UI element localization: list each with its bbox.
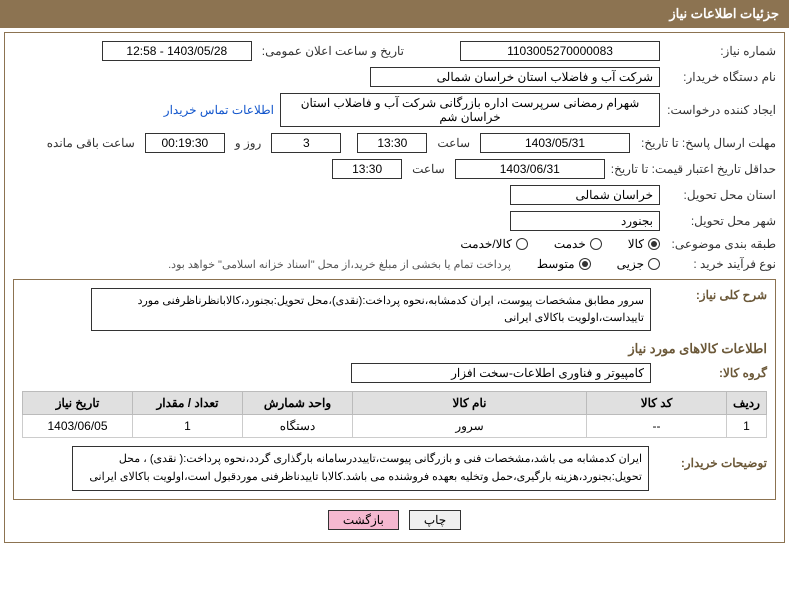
announce-label: تاریخ و ساعت اعلان عمومی: <box>262 44 404 58</box>
main-container: شماره نیاز: 1103005270000083 تاریخ و ساع… <box>4 32 785 543</box>
th-name: نام کالا <box>353 392 587 415</box>
table-header-row: ردیف کد کالا نام کالا واحد شمارش تعداد /… <box>23 392 767 415</box>
radio-goods-label: کالا <box>628 237 644 251</box>
row-buyer-org: نام دستگاه خریدار: شرکت آب و فاضلاب استا… <box>13 67 776 87</box>
radio-circle-icon <box>516 238 528 250</box>
time-label-2: ساعت <box>412 162 445 176</box>
radio-medium[interactable]: متوسط <box>537 257 591 271</box>
delivery-province-field[interactable]: خراسان شمالی <box>510 185 660 205</box>
requester-label: ایجاد کننده درخواست: <box>666 103 776 117</box>
radio-circle-icon <box>590 238 602 250</box>
radio-minor[interactable]: جزیی <box>617 257 660 271</box>
row-price-validity: حداقل تاریخ اعتبار قیمت: تا تاریخ: 1403/… <box>13 159 776 179</box>
th-code: کد کالا <box>587 392 727 415</box>
row-requester: ایجاد کننده درخواست: شهرام رمضانی سرپرست… <box>13 93 776 127</box>
details-section: شرح کلی نیاز: سرور مطابق مشخصات پیوست، ا… <box>13 279 776 500</box>
page-title: جزئیات اطلاعات نیاز <box>669 6 779 21</box>
delivery-city-label: شهر محل تحویل: <box>666 214 776 228</box>
days-and-label: روز و <box>235 136 262 150</box>
buyer-notes-label: توضیحات خریدار: <box>657 446 767 470</box>
purchase-type-label: نوع فرآیند خرید : <box>666 257 776 271</box>
need-number-label: شماره نیاز: <box>666 44 776 58</box>
row-category: طبقه بندی موضوعی: کالا خدمت کالا/خدمت <box>13 237 776 251</box>
row-city: شهر محل تحویل: بجنورد <box>13 211 776 231</box>
group-field[interactable]: کامپیوتر و فناوری اطلاعات-سخت افزار <box>351 363 651 383</box>
buyer-org-label: نام دستگاه خریدار: <box>666 70 776 84</box>
price-valid-time-field[interactable]: 13:30 <box>332 159 402 179</box>
table-cell: -- <box>587 415 727 438</box>
footer-buttons: چاپ بازگشت <box>13 500 776 534</box>
table-cell: 1403/06/05 <box>23 415 133 438</box>
purchase-note: پرداخت تمام یا بخشی از مبلغ خرید،از محل … <box>168 258 511 271</box>
remaining-time-field[interactable]: 00:19:30 <box>145 133 225 153</box>
row-need-number: شماره نیاز: 1103005270000083 تاریخ و ساع… <box>13 41 776 61</box>
table-cell: سرور <box>353 415 587 438</box>
remaining-label: ساعت باقی مانده <box>47 136 135 150</box>
radio-goods-service-label: کالا/خدمت <box>460 237 511 251</box>
category-radio-group: کالا خدمت کالا/خدمت <box>440 237 660 251</box>
price-valid-date-field[interactable]: 1403/06/31 <box>455 159 605 179</box>
row-buyer-notes: توضیحات خریدار: ایران کدمشابه می باشد،مش… <box>22 446 767 491</box>
reply-date-field[interactable]: 1403/05/31 <box>480 133 630 153</box>
radio-circle-icon <box>648 258 660 270</box>
back-button[interactable]: بازگشت <box>328 510 399 530</box>
th-unit: واحد شمارش <box>243 392 353 415</box>
radio-medium-label: متوسط <box>537 257 575 271</box>
general-desc-box[interactable]: سرور مطابق مشخصات پیوست، ایران کدمشابه،ن… <box>91 288 651 331</box>
table-row: 1--سروردستگاه11403/06/05 <box>23 415 767 438</box>
table-cell: دستگاه <box>243 415 353 438</box>
radio-goods[interactable]: کالا <box>628 237 660 251</box>
purchase-type-radio-group: جزیی متوسط <box>517 257 660 271</box>
radio-goods-service[interactable]: کالا/خدمت <box>460 237 527 251</box>
th-qty: تعداد / مقدار <box>133 392 243 415</box>
row-purchase-type: نوع فرآیند خرید : جزیی متوسط پرداخت تمام… <box>13 257 776 271</box>
goods-table: ردیف کد کالا نام کالا واحد شمارش تعداد /… <box>22 391 767 438</box>
price-valid-label: حداقل تاریخ اعتبار قیمت: تا تاریخ: <box>611 162 776 176</box>
category-label: طبقه بندی موضوعی: <box>666 237 776 251</box>
print-button[interactable]: چاپ <box>409 510 461 530</box>
general-desc-label: شرح کلی نیاز: <box>657 288 767 302</box>
table-cell: 1 <box>133 415 243 438</box>
delivery-province-label: استان محل تحویل: <box>666 188 776 202</box>
reply-deadline-label: مهلت ارسال پاسخ: تا تاریخ: <box>636 136 776 150</box>
radio-minor-label: جزیی <box>617 257 644 271</box>
group-label: گروه کالا: <box>657 366 767 380</box>
announce-date-field[interactable]: 1403/05/28 - 12:58 <box>102 41 252 61</box>
row-province: استان محل تحویل: خراسان شمالی <box>13 185 776 205</box>
row-goods-group: گروه کالا: کامپیوتر و فناوری اطلاعات-سخت… <box>22 363 767 383</box>
page-header: جزئیات اطلاعات نیاز <box>0 0 789 28</box>
buyer-notes-box[interactable]: ایران کدمشابه می باشد،مشخصات فنی و بازرگ… <box>72 446 649 491</box>
row-reply-deadline: مهلت ارسال پاسخ: تا تاریخ: 1403/05/31 سا… <box>13 133 776 153</box>
delivery-city-field[interactable]: بجنورد <box>510 211 660 231</box>
buyer-contact-link[interactable]: اطلاعات تماس خریدار <box>164 103 274 117</box>
requester-field[interactable]: شهرام رمضانی سرپرست اداره بازرگانی شرکت … <box>280 93 660 127</box>
th-date: تاریخ نیاز <box>23 392 133 415</box>
th-row: ردیف <box>727 392 767 415</box>
radio-circle-icon <box>579 258 591 270</box>
time-label-1: ساعت <box>437 136 470 150</box>
need-number-field[interactable]: 1103005270000083 <box>460 41 660 61</box>
radio-service[interactable]: خدمت <box>554 237 602 251</box>
radio-service-label: خدمت <box>554 237 586 251</box>
days-field[interactable]: 3 <box>271 133 341 153</box>
buyer-org-field[interactable]: شرکت آب و فاضلاب استان خراسان شمالی <box>370 67 660 87</box>
reply-time-field[interactable]: 13:30 <box>357 133 427 153</box>
row-general-desc: شرح کلی نیاز: سرور مطابق مشخصات پیوست، ا… <box>22 288 767 331</box>
table-cell: 1 <box>727 415 767 438</box>
radio-circle-icon <box>648 238 660 250</box>
goods-info-title: اطلاعات کالاهای مورد نیاز <box>22 341 767 357</box>
